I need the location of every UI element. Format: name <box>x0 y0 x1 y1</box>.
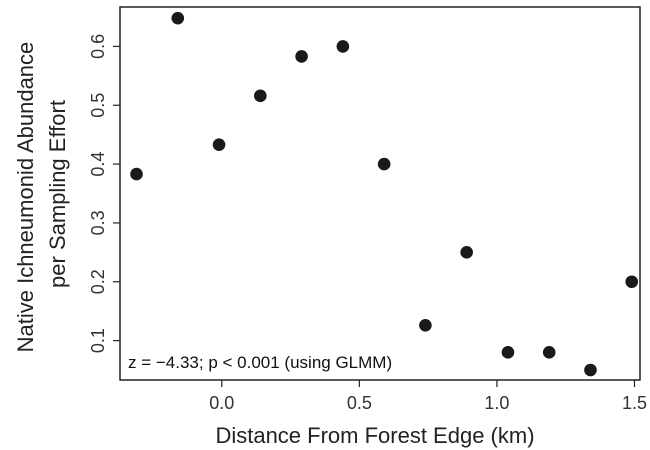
data-point <box>254 89 267 103</box>
y-axis: 0.1 0.2 0.3 0.4 0.5 0.6 <box>88 34 120 353</box>
x-tick-label: 1.0 <box>484 393 509 413</box>
y-axis-title-line-1: Native Ichneumonid Abundance <box>13 42 38 353</box>
data-point <box>212 138 226 151</box>
y-axis-title-line-2: per Sampling Effort <box>45 100 70 288</box>
x-axis: 0.0 0.5 1.0 1.5 <box>209 380 647 413</box>
data-point <box>377 157 391 171</box>
data-point <box>336 40 350 53</box>
y-axis-title: Native Ichneumonid Abundance per Samplin… <box>13 36 70 353</box>
x-tick-label: 0.0 <box>209 393 234 413</box>
y-tick-label: 0.6 <box>88 34 108 59</box>
annotation-text: z = −4.33; p < 0.001 (using GLMM) <box>128 353 392 372</box>
y-tick-label: 0.4 <box>88 152 108 177</box>
data-point <box>171 11 185 25</box>
data-point <box>542 346 556 359</box>
data-point <box>625 275 639 289</box>
y-tick-label: 0.2 <box>88 269 108 294</box>
x-tick-label: 0.5 <box>347 393 372 413</box>
x-tick-label: 1.5 <box>622 393 647 413</box>
data-points <box>130 11 639 377</box>
y-tick-label: 0.1 <box>88 328 108 353</box>
data-point <box>295 50 308 63</box>
data-point <box>584 363 597 377</box>
data-point <box>419 318 432 332</box>
data-point <box>501 346 515 359</box>
y-tick-label: 0.5 <box>88 93 108 118</box>
y-tick-label: 0.3 <box>88 210 108 235</box>
data-point <box>130 167 143 181</box>
data-point <box>460 246 473 259</box>
plot-frame <box>119 6 641 381</box>
x-axis-title: Distance From Forest Edge (km) <box>215 423 534 448</box>
